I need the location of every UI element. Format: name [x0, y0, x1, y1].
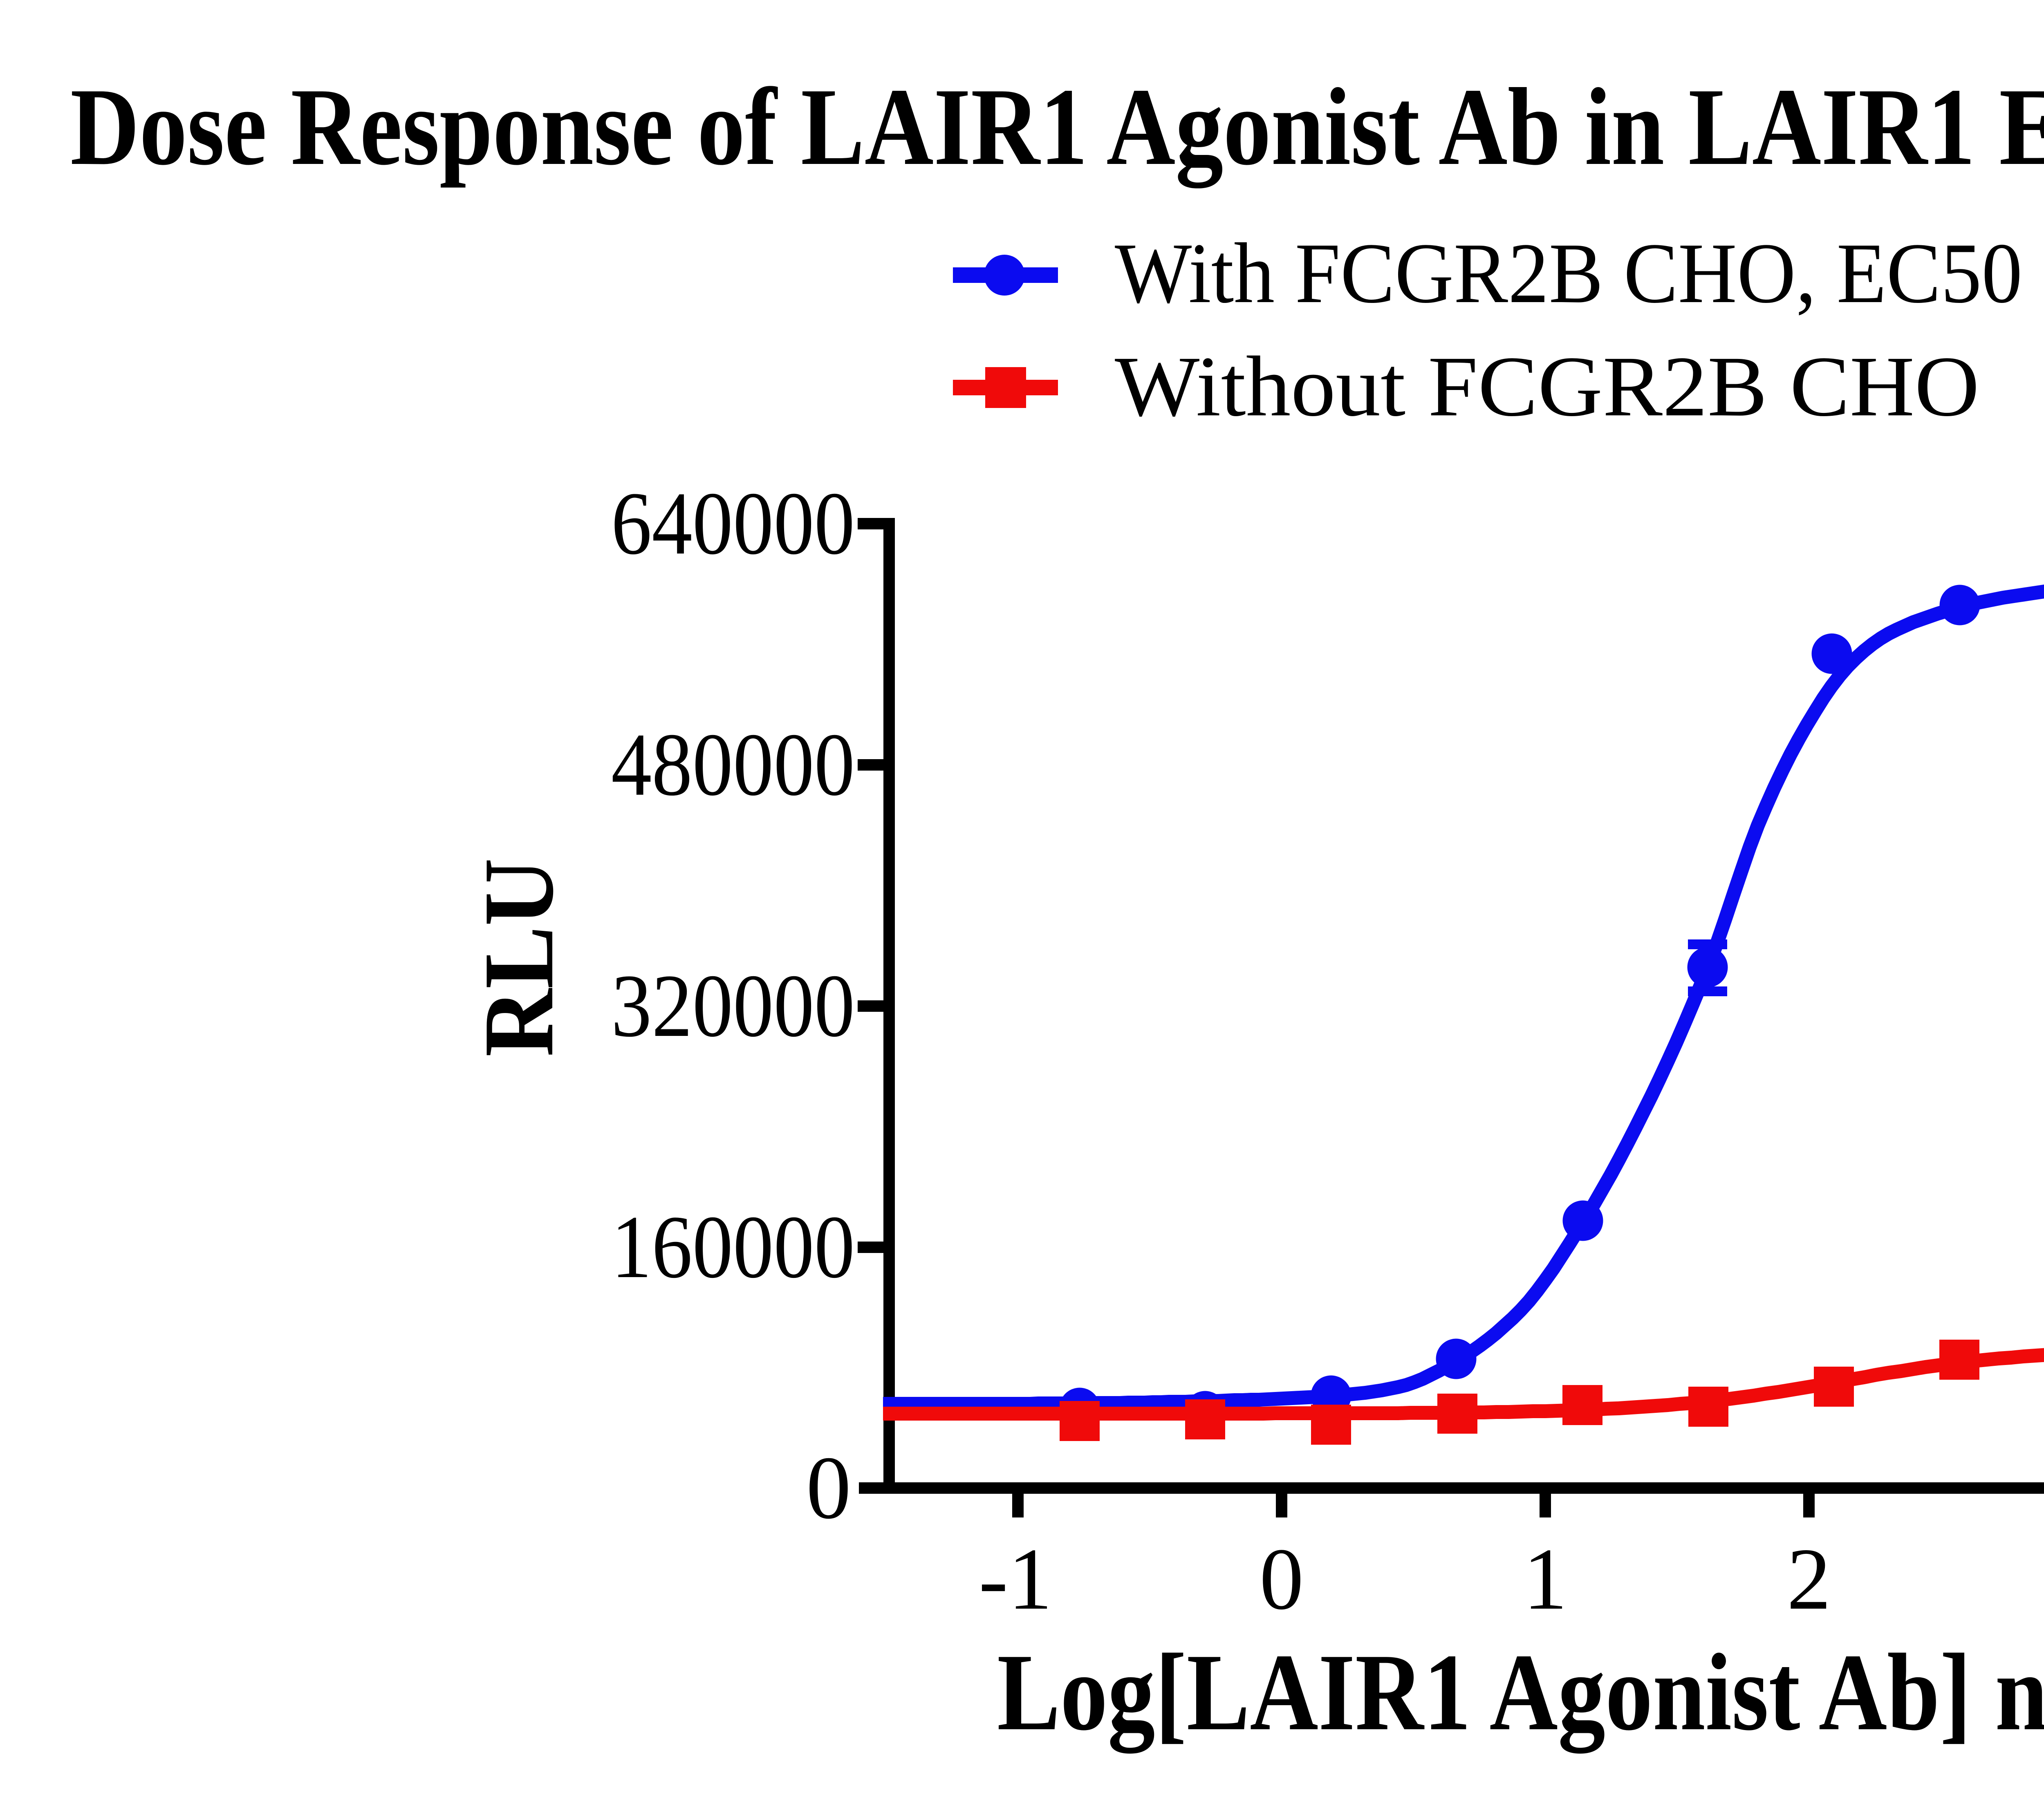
svg-text:Log[LAIR1 Agonist Ab] ng/ml: Log[LAIR1 Agonist Ab] ng/ml	[997, 1631, 2044, 1755]
svg-text:2: 2	[1787, 1530, 1831, 1628]
svg-text:640000: 640000	[611, 473, 855, 573]
svg-text:1: 1	[1523, 1530, 1567, 1628]
svg-text:With FCGR2B CHO, EC50 = 34.9 n: With FCGR2B CHO, EC50 = 34.9 ng/ml	[1115, 225, 2044, 321]
svg-text:160000: 160000	[611, 1197, 855, 1297]
svg-text:0: 0	[806, 1438, 851, 1538]
svg-text:Without FCGR2B CHO: Without FCGR2B CHO	[1115, 338, 1979, 434]
svg-text:320000: 320000	[611, 956, 855, 1056]
svg-text:480000: 480000	[611, 715, 855, 814]
svg-text:RLU: RLU	[463, 858, 574, 1057]
svg-text:Dose Response of LAIR1 Agonist: Dose Response of LAIR1 Agonist Ab in LAI…	[70, 65, 2044, 190]
svg-text:0: 0	[1260, 1530, 1304, 1628]
svg-text:-1: -1	[979, 1530, 1052, 1628]
